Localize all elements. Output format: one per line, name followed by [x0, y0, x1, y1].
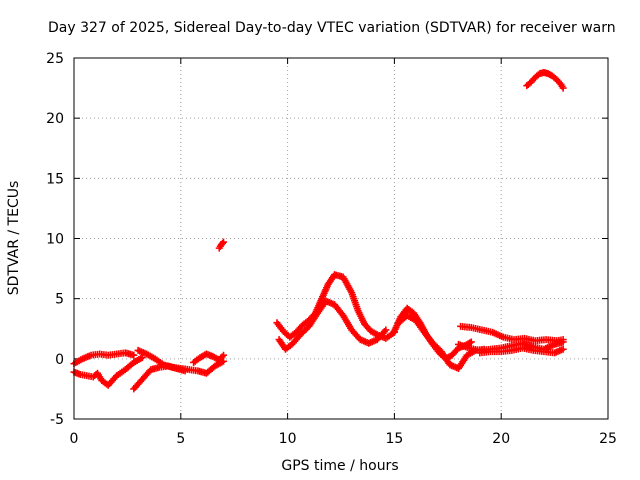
series-track-morning — [134, 346, 228, 377]
series-track-early-lower — [70, 354, 146, 389]
series-track-midday-lower — [275, 297, 390, 353]
data-point — [130, 351, 138, 359]
y-tick-label: 20 — [46, 111, 64, 127]
data-point — [559, 336, 567, 344]
series-track-evening-upper — [457, 322, 567, 345]
data-point — [220, 238, 228, 246]
x-tick-label: 0 — [70, 431, 79, 447]
y-tick-label: 10 — [46, 232, 64, 248]
y-tick-label: 5 — [55, 292, 64, 308]
y-tick-label: 25 — [46, 51, 64, 67]
series-track-afternoon — [390, 304, 475, 363]
data-marks — [70, 68, 567, 393]
y-tick-label: 0 — [55, 352, 64, 368]
series-track-late-arc — [523, 68, 567, 92]
series-track-evening-mid — [476, 344, 567, 357]
y-tick-label: 15 — [46, 171, 64, 187]
series-track-afternoon-lower — [395, 312, 488, 372]
series-track-early-upper — [70, 349, 138, 368]
data-point — [559, 84, 567, 92]
x-tick-label: 15 — [385, 431, 403, 447]
x-axis-label: GPS time / hours — [281, 458, 398, 474]
series-track-early-dip — [130, 362, 189, 393]
x-tick-label: 25 — [599, 431, 617, 447]
chart-title: Day 327 of 2025, Sidereal Day-to-day VTE… — [48, 20, 616, 36]
data-point — [467, 338, 475, 346]
x-tick-label: 10 — [279, 431, 297, 447]
y-axis-label: SDTVAR / TECUs — [6, 181, 22, 296]
x-tick-label: 5 — [176, 431, 185, 447]
data-point — [220, 351, 228, 359]
grid — [74, 58, 608, 419]
data-point — [138, 354, 146, 362]
x-tick-label: 20 — [492, 431, 510, 447]
data-point — [559, 345, 567, 353]
data-point — [382, 326, 390, 334]
data-point-fill — [218, 239, 226, 247]
plot-frame — [73, 57, 609, 420]
axis-ticks: 0 5 10 15 20 25 -5 0 5 10 15 20 25 — [46, 51, 617, 447]
y-tick-label: -5 — [50, 412, 64, 428]
series-track-morning-peak — [190, 350, 228, 366]
series-isolated-point — [215, 238, 228, 252]
